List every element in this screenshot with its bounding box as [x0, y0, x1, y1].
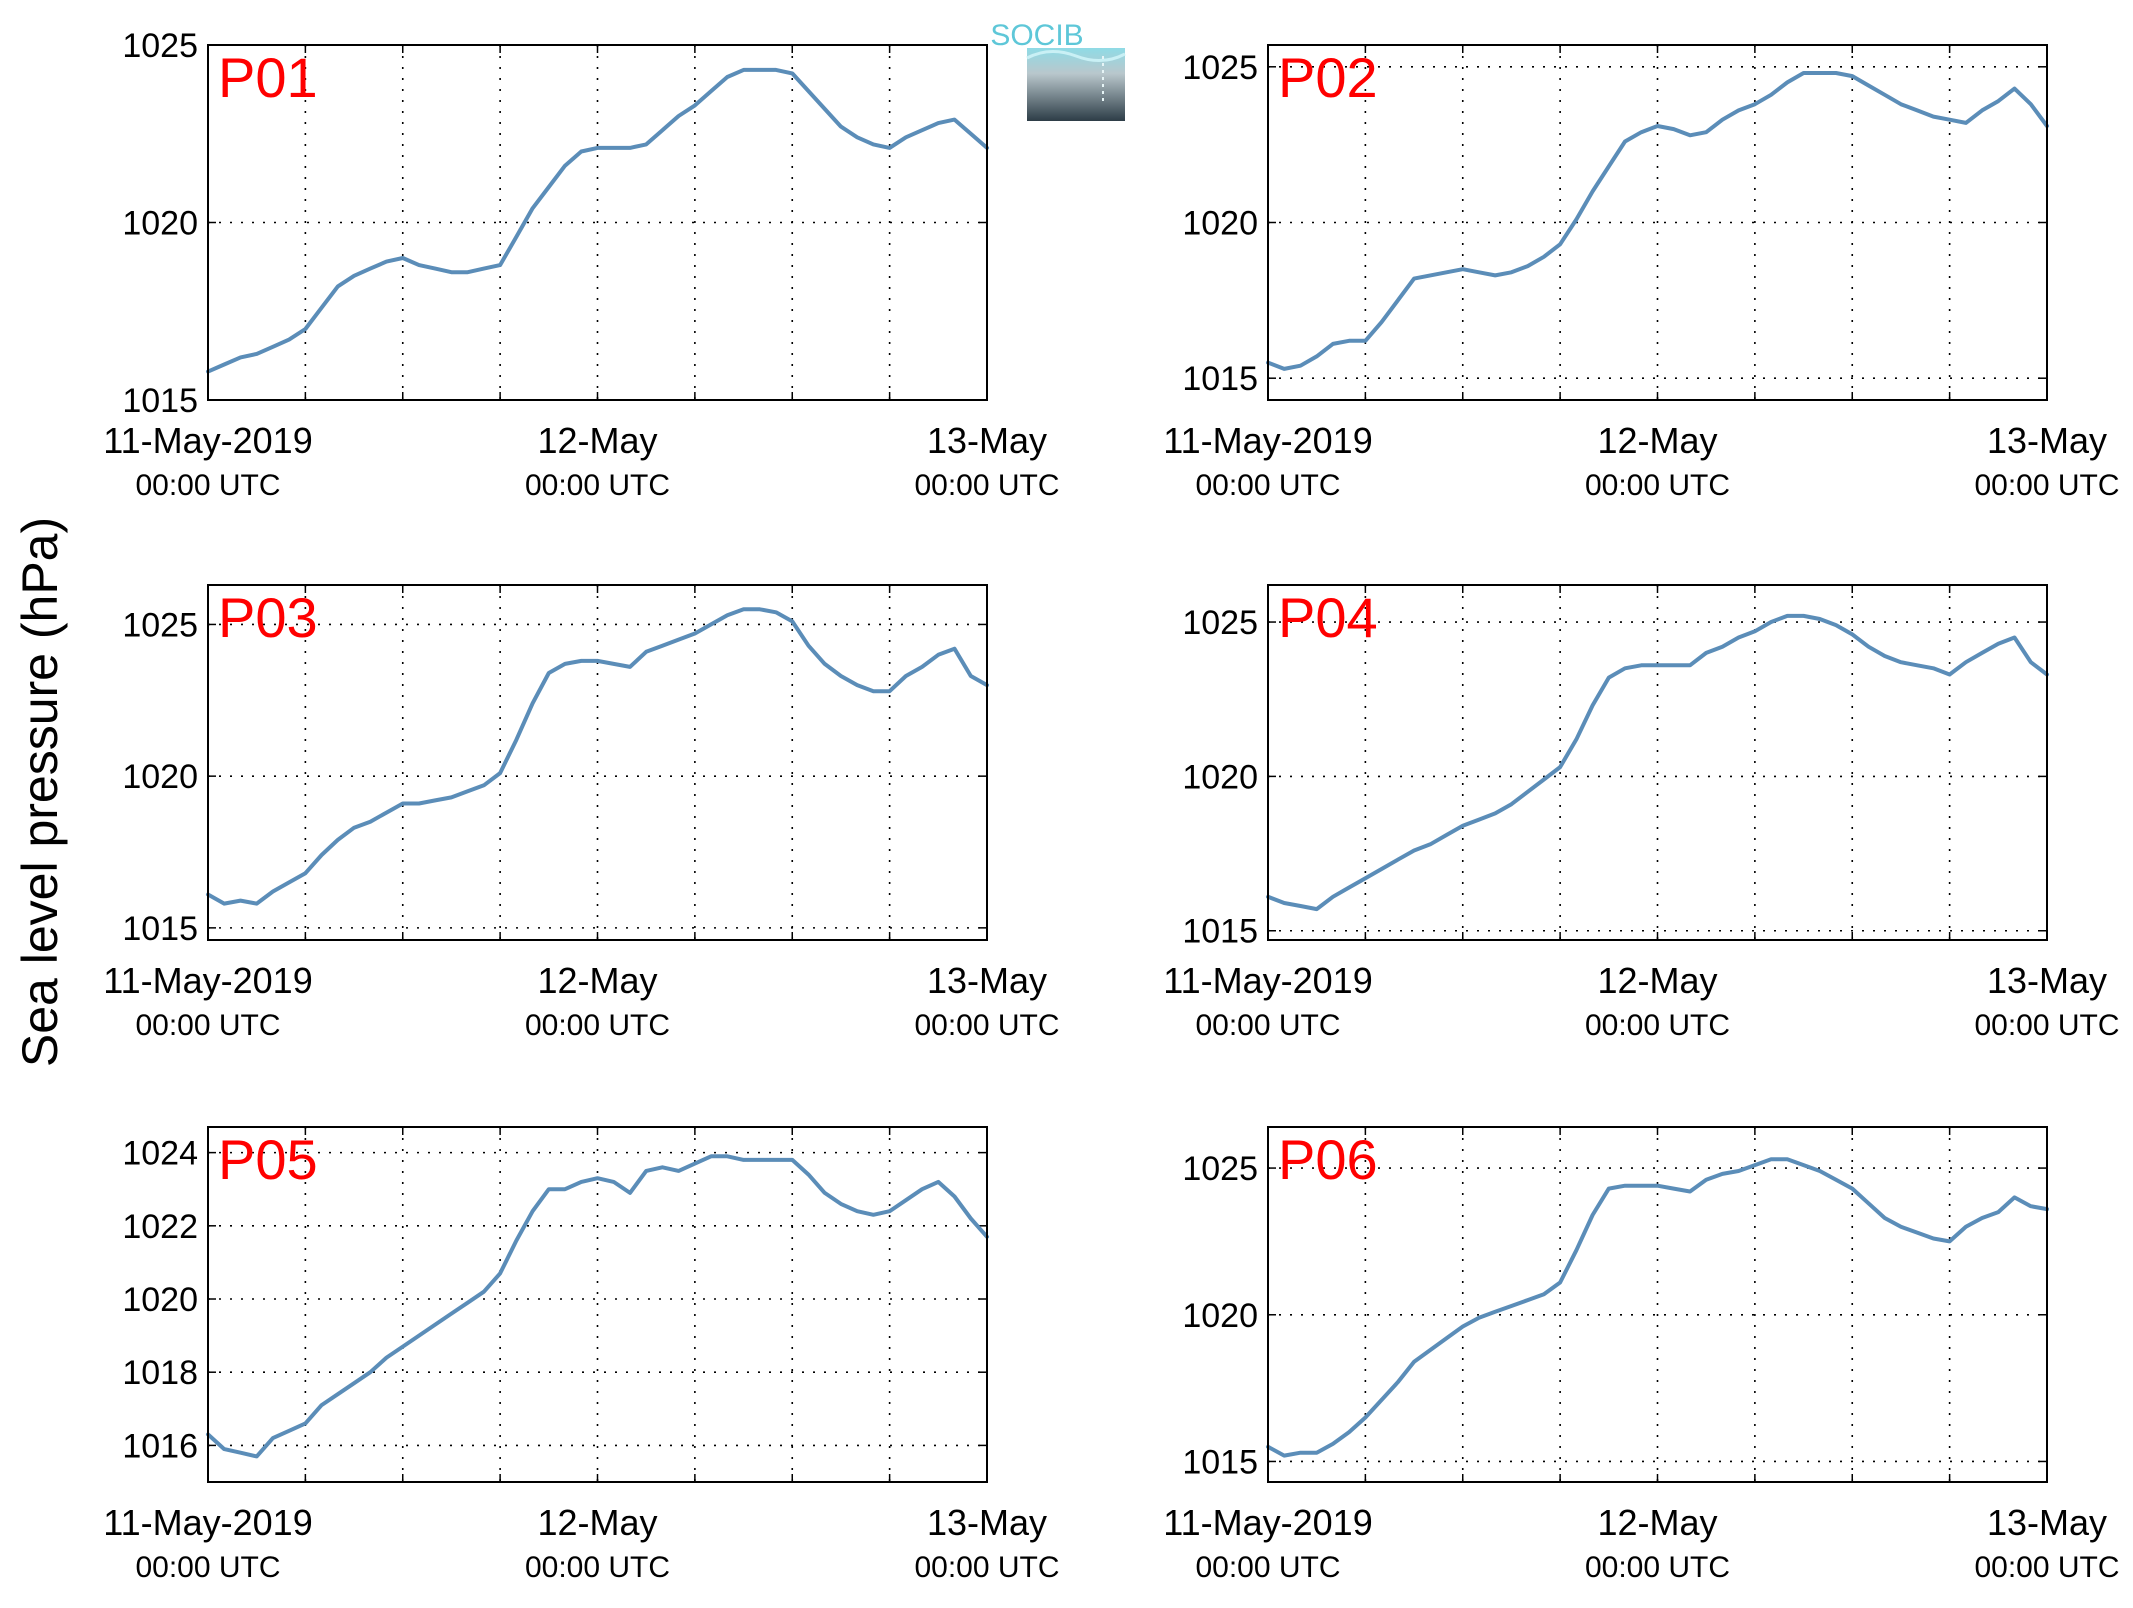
x-tick-label-time: 00:00 UTC — [1585, 1009, 1730, 1042]
y-tick-label: 1025 — [1182, 604, 1258, 642]
socib-logo-wave — [1026, 50, 1126, 62]
x-tick-label-date: 13-May — [1987, 420, 2107, 461]
panel-p05: 1016 1018 1020 1022 1024 P05 11-May-2019 00:00 … — [103, 1126, 1060, 1584]
panel-label: P04 — [1278, 586, 1378, 649]
x-tick-label-date: 11-May-2019 — [1163, 960, 1372, 1001]
panel-label: P03 — [218, 586, 318, 649]
y-tick-label: 1015 — [1182, 913, 1258, 951]
x-tick-label-time: 00:00 UTC — [135, 469, 280, 502]
y-tick-label: 1020 — [1182, 1297, 1258, 1335]
y-tick-label: 1022 — [122, 1208, 198, 1246]
axes-box — [1267, 584, 2048, 941]
panel-p06: 1015 1020 1025 P06 11-May-2019 00:00 UTC 12-Ma… — [1163, 1126, 2120, 1584]
panel-p04: 1015 1020 1025 P04 11-May-2019 00:00 UTC 12-Ma… — [1163, 584, 2120, 1042]
x-tick-label-time: 00:00 UTC — [1974, 1009, 2119, 1042]
panel-label: P06 — [1278, 1128, 1378, 1191]
y-tick-label: 1020 — [1182, 758, 1258, 796]
axes-box — [207, 1126, 988, 1483]
x-tick-label-date: 13-May — [1987, 960, 2107, 1001]
axes-box — [207, 44, 988, 401]
y-tick-label: 1018 — [122, 1354, 198, 1392]
series-line-p06 — [1266, 1157, 2049, 1458]
x-tick-label-date: 12-May — [1597, 1502, 1717, 1543]
x-tick-label-time: 00:00 UTC — [135, 1009, 280, 1042]
y-tick-label: 1024 — [122, 1135, 198, 1173]
panel-label: P01 — [218, 46, 318, 109]
x-tick-label-time: 00:00 UTC — [525, 1009, 670, 1042]
y-tick-label: 1025 — [122, 27, 198, 65]
x-tick-label-date: 11-May-2019 — [1163, 1502, 1372, 1543]
x-tick-label-date: 13-May — [927, 960, 1047, 1001]
x-tick-label-date: 12-May — [1597, 420, 1717, 461]
x-tick-label-date: 12-May — [537, 420, 657, 461]
x-tick-label-date: 11-May-2019 — [103, 960, 312, 1001]
y-tick-label: 1025 — [1182, 1150, 1258, 1188]
axes-box — [1267, 1126, 2048, 1483]
x-tick-label-time: 00:00 UTC — [135, 1551, 280, 1584]
x-tick-label-time: 00:00 UTC — [1974, 1551, 2119, 1584]
series-line-p01 — [206, 67, 989, 374]
x-tick-label-date: 11-May-2019 — [1163, 420, 1372, 461]
x-tick-label-time: 00:00 UTC — [1585, 469, 1730, 502]
x-tick-label-time: 00:00 UTC — [1585, 1551, 1730, 1584]
y-tick-label: 1025 — [122, 606, 198, 644]
panel-p02: 1015 1020 1025 P02 11-May-2019 00:00 UTC 12-Ma… — [1163, 44, 2120, 502]
x-tick-label-time: 00:00 UTC — [914, 1009, 1059, 1042]
y-tick-label: 1015 — [122, 382, 198, 420]
y-axis-label: Sea level pressure (hPa) — [12, 517, 68, 1067]
x-tick-label-date: 12-May — [1597, 960, 1717, 1001]
series-line-p03 — [206, 607, 989, 906]
x-tick-label-time: 00:00 UTC — [525, 469, 670, 502]
panel-p03: 1015 1020 1025 P03 11-May-2019 00:00 UTC 12-Ma… — [103, 584, 1060, 1042]
y-tick-label: 1020 — [122, 1281, 198, 1319]
y-tick-label: 1015 — [1182, 1443, 1258, 1481]
series-line-p02 — [1266, 71, 2049, 371]
panel-p01: 1015 1020 1025 P01 11-May-2019 00:00 UTC 12-Ma… — [103, 27, 1059, 502]
series-line-p05 — [206, 1154, 989, 1459]
panel-label: P02 — [1278, 46, 1378, 109]
x-tick-label-date: 13-May — [1987, 1502, 2107, 1543]
x-tick-label-date: 13-May — [927, 420, 1047, 461]
x-tick-label-time: 00:00 UTC — [914, 469, 1059, 502]
y-tick-label: 1016 — [122, 1427, 198, 1465]
x-tick-label-date: 13-May — [927, 1502, 1047, 1543]
y-tick-label: 1020 — [122, 758, 198, 796]
x-tick-label-time: 00:00 UTC — [1974, 469, 2119, 502]
y-tick-label: 1020 — [122, 205, 198, 243]
panel-label: P05 — [218, 1128, 318, 1191]
x-tick-label-date: 11-May-2019 — [103, 420, 312, 461]
y-tick-label: 1015 — [1182, 360, 1258, 398]
x-tick-label-time: 00:00 UTC — [1195, 1551, 1340, 1584]
socib-logo-text: SOCIB — [990, 19, 1083, 52]
series-line-p04 — [1266, 613, 2049, 912]
x-tick-label-time: 00:00 UTC — [914, 1551, 1059, 1584]
y-tick-label: 1020 — [1182, 205, 1258, 243]
x-tick-label-time: 00:00 UTC — [525, 1551, 670, 1584]
axes-box — [207, 584, 988, 941]
y-tick-label: 1015 — [122, 910, 198, 948]
y-tick-label: 1025 — [1182, 49, 1258, 87]
x-tick-label-date: 12-May — [537, 960, 657, 1001]
x-tick-label-time: 00:00 UTC — [1195, 1009, 1340, 1042]
x-tick-label-date: 11-May-2019 — [103, 1502, 312, 1543]
x-tick-label-time: 00:00 UTC — [1195, 469, 1340, 502]
socib-logo: SOCIB — [990, 19, 1126, 121]
x-tick-label-date: 12-May — [537, 1502, 657, 1543]
axes-box — [1267, 44, 2048, 401]
